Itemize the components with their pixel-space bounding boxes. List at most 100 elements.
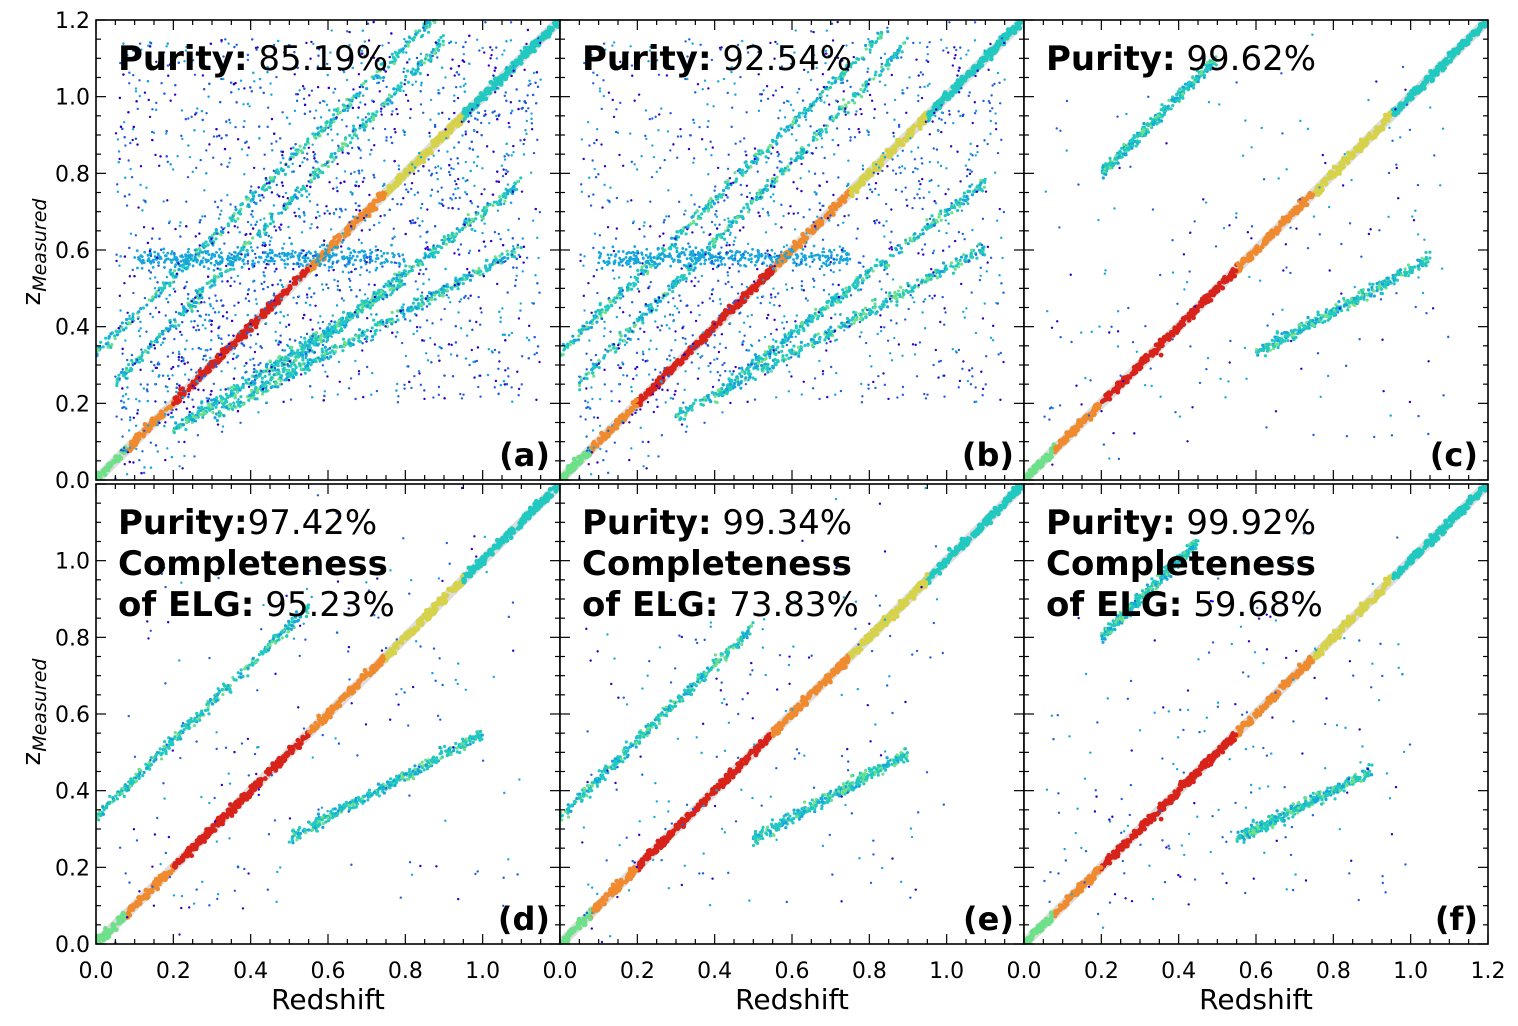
outlier-point: [430, 15, 432, 17]
band-point: [131, 312, 135, 316]
band-point: [232, 212, 236, 216]
outlier-point: [149, 277, 152, 280]
outlier-point: [525, 119, 529, 123]
outlier-point: [476, 111, 480, 114]
band-point: [135, 249, 139, 253]
outlier-point: [121, 352, 124, 355]
band-point: [293, 193, 297, 197]
outlier-point: [470, 348, 474, 352]
band-point: [201, 409, 205, 414]
outlier-point: [481, 231, 484, 235]
outlier-point: [162, 200, 165, 203]
outlier-point: [324, 370, 327, 374]
band-point: [374, 328, 379, 332]
outlier-point: [437, 385, 441, 389]
outlier-point: [243, 119, 246, 123]
band-point: [477, 270, 481, 274]
outlier-point: [311, 143, 314, 146]
outlier-point: [153, 287, 157, 290]
band-point: [305, 363, 310, 367]
band-point: [513, 181, 517, 185]
band-point: [170, 261, 173, 264]
outlier-point: [374, 260, 377, 263]
band-point: [219, 251, 223, 255]
outlier-point: [520, 190, 524, 193]
outlier-point: [379, 214, 382, 218]
band-point: [502, 255, 506, 260]
band-point: [424, 20, 429, 24]
outlier-point: [154, 153, 157, 157]
outlier-point: [362, 395, 365, 399]
outlier-point: [453, 74, 456, 77]
diagonal-point: [386, 185, 392, 191]
outlier-point: [354, 202, 357, 205]
band-point: [232, 401, 236, 405]
band-point: [137, 256, 140, 259]
band-point: [453, 232, 457, 237]
band-point: [502, 192, 507, 196]
outlier-point: [291, 162, 294, 166]
band-point: [233, 395, 237, 399]
outlier-point: [209, 393, 212, 396]
outlier-point: [173, 251, 176, 255]
band-point: [364, 120, 368, 124]
band-point: [328, 256, 332, 260]
outlier-point: [218, 134, 221, 137]
outlier-point: [429, 118, 432, 121]
band-point: [394, 91, 398, 95]
outlier-point: [323, 100, 326, 103]
outlier-point: [193, 455, 196, 458]
outlier-point: [515, 274, 518, 277]
band-point: [424, 24, 428, 28]
outlier-point: [347, 260, 350, 264]
band-point: [224, 269, 228, 274]
outlier-point: [228, 161, 231, 164]
outlier-point: [328, 212, 331, 215]
outlier-point: [457, 248, 460, 251]
band-point: [319, 125, 323, 129]
band-point: [239, 202, 243, 206]
band-point: [441, 4, 444, 7]
outlier-point: [380, 113, 383, 116]
band-point: [335, 345, 339, 349]
outlier-point: [153, 363, 156, 367]
outlier-point: [365, 365, 369, 369]
outlier-point: [367, 138, 370, 142]
outlier-point: [128, 416, 132, 419]
band-point: [239, 400, 243, 404]
outlier-point: [126, 358, 129, 362]
outlier-point: [215, 135, 219, 138]
outlier-point: [432, 396, 435, 399]
outlier-point: [420, 84, 423, 87]
outlier-point: [422, 272, 425, 276]
band-point: [433, 13, 436, 16]
band-point: [506, 256, 510, 260]
band-point: [239, 395, 243, 399]
band-point: [390, 52, 394, 56]
diagonal-point: [391, 184, 397, 190]
outlier-point: [426, 73, 430, 77]
outlier-point: [195, 166, 198, 170]
band-point: [214, 405, 218, 409]
outlier-point: [475, 164, 479, 168]
diagonal-point: [128, 439, 134, 445]
outlier-point: [266, 125, 269, 129]
outlier-point: [266, 106, 270, 109]
outlier-point: [345, 78, 349, 82]
outlier-point: [301, 84, 305, 88]
outlier-point: [457, 311, 460, 314]
outlier-point: [276, 283, 280, 286]
outlier-point: [318, 360, 322, 363]
outlier-point: [170, 411, 173, 415]
band-point: [293, 363, 297, 367]
outlier-point: [175, 426, 178, 430]
outlier-point: [124, 339, 127, 342]
outlier-point: [166, 160, 170, 164]
outlier-point: [259, 361, 262, 365]
outlier-point: [114, 132, 118, 135]
band-point: [323, 163, 327, 167]
outlier-point: [178, 224, 182, 228]
band-point: [441, 34, 445, 38]
outlier-point: [489, 239, 493, 243]
diagonal-point: [349, 220, 355, 225]
